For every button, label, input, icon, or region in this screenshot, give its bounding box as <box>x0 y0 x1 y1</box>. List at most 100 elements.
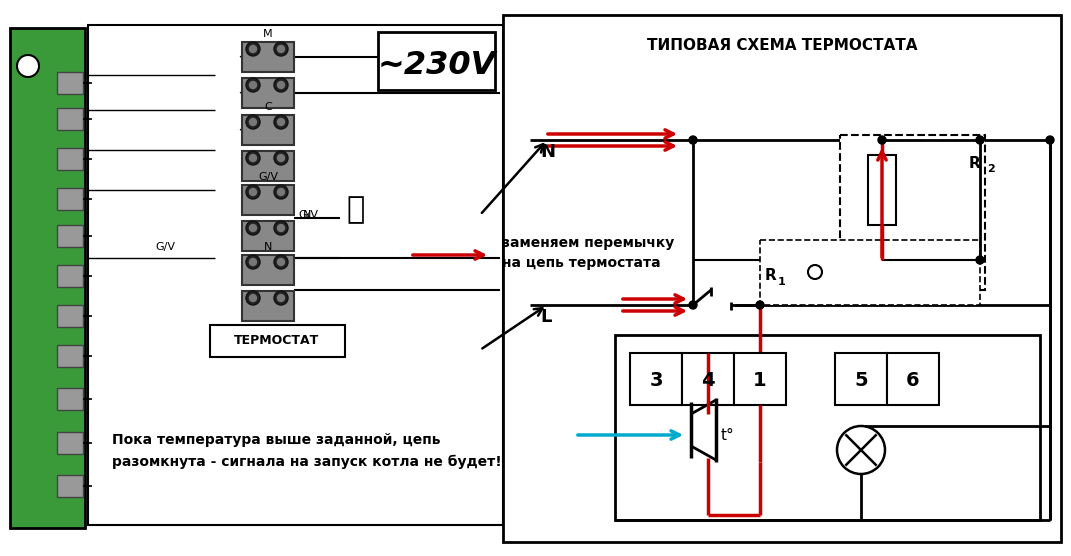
Text: G/V: G/V <box>258 172 278 182</box>
Bar <box>242 42 295 72</box>
Text: ~230V: ~230V <box>378 51 496 82</box>
Bar <box>57 72 82 94</box>
Circle shape <box>838 426 885 474</box>
Bar <box>615 335 1040 520</box>
Circle shape <box>250 259 256 266</box>
Text: 4: 4 <box>702 370 714 390</box>
Bar <box>57 475 82 497</box>
Circle shape <box>246 291 260 305</box>
Circle shape <box>277 46 285 52</box>
Circle shape <box>274 185 288 199</box>
Text: 3: 3 <box>649 370 663 390</box>
Bar <box>210 325 345 357</box>
Text: Пока температура выше заданной, цепь: Пока температура выше заданной, цепь <box>112 433 440 447</box>
Text: ТЕРМОСТАТ: ТЕРМОСТАТ <box>235 335 319 348</box>
Circle shape <box>274 255 288 269</box>
Circle shape <box>250 188 256 196</box>
Bar <box>242 221 295 251</box>
Circle shape <box>246 221 260 235</box>
Bar <box>840 135 985 290</box>
Circle shape <box>250 295 256 301</box>
Bar <box>57 345 82 367</box>
Circle shape <box>250 118 256 126</box>
Circle shape <box>17 55 39 77</box>
Circle shape <box>274 221 288 235</box>
Bar <box>242 115 295 145</box>
Circle shape <box>274 42 288 56</box>
Text: ⏚: ⏚ <box>347 195 365 224</box>
Text: N: N <box>540 143 555 161</box>
Circle shape <box>277 295 285 301</box>
Circle shape <box>274 291 288 305</box>
Circle shape <box>250 225 256 231</box>
Circle shape <box>246 185 260 199</box>
Circle shape <box>250 82 256 88</box>
Text: R: R <box>765 269 776 284</box>
Circle shape <box>277 82 285 88</box>
Bar <box>242 185 295 215</box>
Bar <box>868 155 896 225</box>
Circle shape <box>756 301 764 309</box>
Circle shape <box>274 78 288 92</box>
Text: L: L <box>540 308 552 326</box>
Circle shape <box>1046 136 1054 144</box>
Bar <box>57 148 82 170</box>
Circle shape <box>274 151 288 165</box>
Bar <box>88 25 503 525</box>
Bar <box>887 353 939 405</box>
Text: t°: t° <box>721 428 735 443</box>
Circle shape <box>246 151 260 165</box>
Text: N: N <box>263 242 272 252</box>
Bar <box>57 265 82 287</box>
Text: 2: 2 <box>987 164 995 174</box>
Circle shape <box>246 255 260 269</box>
Bar <box>57 225 82 247</box>
Text: G/V: G/V <box>298 210 318 220</box>
Bar <box>242 151 295 181</box>
Circle shape <box>246 78 260 92</box>
Text: ТИПОВАЯ СХЕМА ТЕРМОСТАТА: ТИПОВАЯ СХЕМА ТЕРМОСТАТА <box>647 37 917 52</box>
Bar <box>682 353 734 405</box>
Circle shape <box>277 155 285 161</box>
Circle shape <box>976 256 984 264</box>
Circle shape <box>277 259 285 266</box>
Text: R: R <box>968 156 980 171</box>
Bar <box>734 353 786 405</box>
Text: 6: 6 <box>906 370 920 390</box>
Text: G/V: G/V <box>155 242 175 252</box>
Bar <box>57 305 82 327</box>
Bar <box>57 388 82 410</box>
Text: N: N <box>303 210 312 220</box>
Circle shape <box>250 155 256 161</box>
Circle shape <box>246 115 260 129</box>
Circle shape <box>277 225 285 231</box>
Bar <box>57 188 82 210</box>
Bar <box>242 78 295 108</box>
Circle shape <box>277 118 285 126</box>
Circle shape <box>689 301 697 309</box>
Text: M: M <box>263 29 273 39</box>
Circle shape <box>250 46 256 52</box>
Bar <box>835 353 887 405</box>
Circle shape <box>277 188 285 196</box>
Circle shape <box>689 136 697 144</box>
Bar <box>760 240 980 305</box>
Text: 1: 1 <box>753 370 767 390</box>
Circle shape <box>274 115 288 129</box>
Text: разомкнута - сигнала на запуск котла не будет!: разомкнута - сигнала на запуск котла не … <box>112 455 501 469</box>
Circle shape <box>878 136 886 144</box>
Circle shape <box>246 42 260 56</box>
Bar <box>10 28 85 528</box>
Bar <box>57 108 82 130</box>
Circle shape <box>976 136 984 144</box>
Bar <box>503 15 1061 542</box>
Text: 5: 5 <box>855 370 868 390</box>
Text: на цепь термостата: на цепь термостата <box>502 256 661 270</box>
Text: C: C <box>265 102 272 112</box>
Bar <box>242 255 295 285</box>
Bar <box>57 432 82 454</box>
Text: 1: 1 <box>778 277 786 287</box>
Bar <box>242 291 295 321</box>
Bar <box>630 353 682 405</box>
Bar <box>378 32 495 90</box>
